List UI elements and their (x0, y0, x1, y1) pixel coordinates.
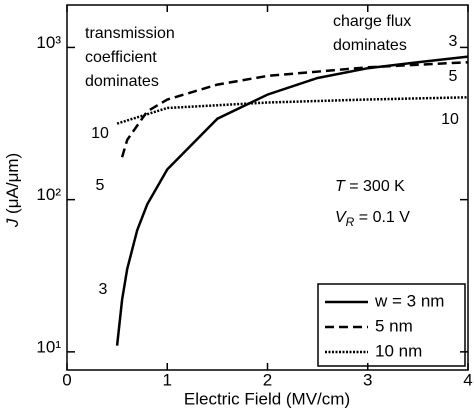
annotation: coefficient (85, 49, 157, 66)
condition-symbol: V (335, 209, 347, 226)
curve-label: 10 (441, 111, 459, 128)
curve-label: 5 (96, 177, 105, 194)
curve-label: 3 (449, 33, 458, 50)
condition-text: = 300 K (345, 178, 405, 195)
series-line (120, 60, 469, 158)
curve-label: 3 (99, 281, 108, 298)
condition-symbol: T (335, 178, 346, 195)
annotation: charge flux (333, 13, 411, 30)
condition: VR = 0.1 V (335, 209, 410, 229)
legend-label: 10 nm (375, 341, 422, 360)
x-tick-label: 2 (263, 370, 272, 389)
annotation: dominates (333, 37, 407, 54)
condition-text: = 0.1 V (354, 209, 410, 226)
condition-subscript: R (346, 215, 355, 229)
y-tick-label: 10² (36, 185, 61, 204)
condition: T = 300 K (335, 178, 405, 195)
x-tick-label: 1 (163, 370, 172, 389)
series-line (116, 96, 469, 125)
x-axis-label: Electric Field (MV/cm) (184, 389, 350, 408)
y-tick-label: 10³ (36, 33, 61, 52)
curve-label: 5 (449, 68, 458, 85)
annotation: transmission (85, 25, 175, 42)
y-tick-label: 10¹ (36, 337, 61, 356)
curve-label: 10 (91, 125, 109, 142)
x-tick-label: 0 (62, 370, 71, 389)
legend-label: w = 3 nm (374, 291, 444, 310)
x-tick-label: 4 (463, 370, 472, 389)
legend-label: 5 nm (375, 316, 413, 335)
annotation: dominates (85, 73, 159, 90)
x-tick-label: 3 (363, 370, 372, 389)
y-axis-unit: (μA/μm) (3, 153, 22, 219)
y-axis-label: J (μA/μm) (3, 153, 22, 228)
y-axis-symbol: J (3, 218, 22, 228)
